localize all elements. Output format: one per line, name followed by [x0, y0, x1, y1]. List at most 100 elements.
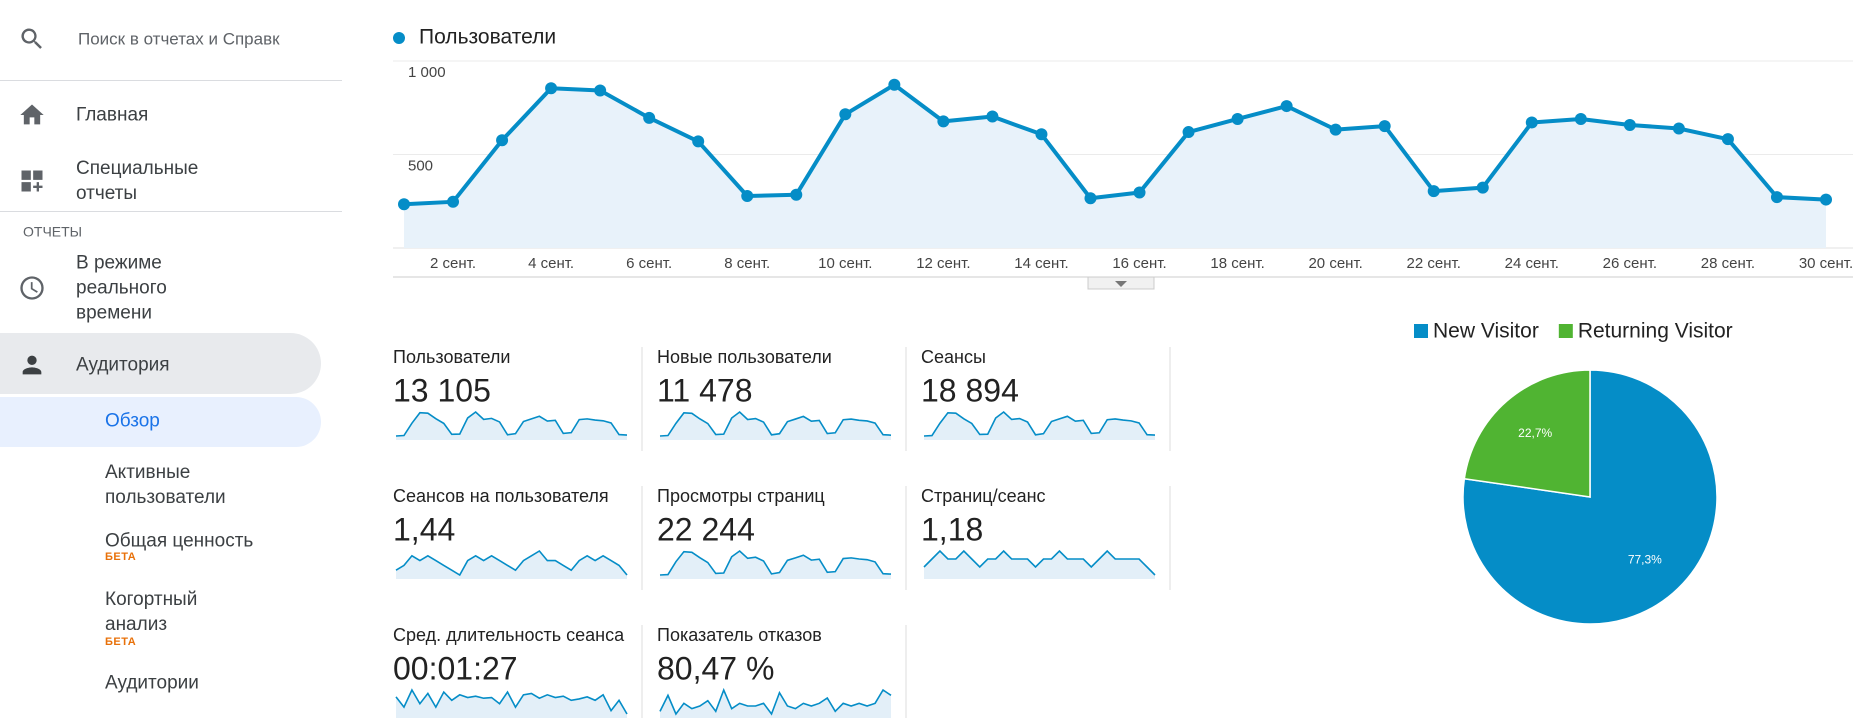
beta-badge: БЕТА: [105, 636, 137, 648]
data-point: [1378, 120, 1391, 133]
data-point: [594, 84, 607, 97]
data-point: [790, 188, 803, 201]
data-point: [839, 108, 852, 121]
sparkline: [659, 410, 892, 437]
metric-label: Сеансов на пользователя: [393, 486, 609, 506]
y-tick-label: 1 000: [408, 64, 446, 81]
metric-label: Новые пользователи: [657, 347, 832, 367]
x-tick-label: 6 сент.: [626, 255, 672, 272]
y-tick-label: 500: [408, 157, 433, 174]
metric-value: 13 105: [393, 372, 491, 408]
nav-overview[interactable]: Обзор: [105, 410, 160, 432]
data-point: [1672, 122, 1685, 135]
sparkline-area: [660, 551, 891, 579]
sparkline: [395, 549, 628, 577]
sparkline: [659, 549, 892, 576]
metric-value: 11 478: [657, 372, 753, 408]
audience-icon: [22, 355, 42, 375]
sparkline: [659, 687, 892, 716]
area: [404, 84, 1826, 249]
legend-marker: [1414, 324, 1428, 338]
selected-section: [0, 333, 321, 394]
data-point: [1427, 185, 1440, 198]
metric-value: 22 244: [657, 511, 755, 547]
chart-toggle-arrow: [1115, 281, 1127, 287]
x-tick-label: 8 сент.: [724, 255, 770, 272]
search-icon: [21, 28, 42, 49]
x-tick-label: 2 сент.: [430, 255, 476, 272]
legend-label: New Visitor: [1433, 320, 1539, 343]
data-point: [1525, 116, 1538, 129]
metric-label: Сред. длительность сеанса: [393, 625, 625, 645]
pie-label: 77,3%: [1628, 553, 1662, 567]
nav-audience[interactable]: Аудитория: [76, 354, 170, 376]
data-point: [447, 195, 460, 208]
sparkline-area: [396, 551, 627, 579]
metric-value: 1,44: [393, 511, 455, 547]
metric-label: Показатель отказов: [657, 625, 822, 645]
x-tick-label: 4 сент.: [528, 255, 574, 272]
x-tick-label: 18 сент.: [1210, 255, 1264, 272]
sparkline-area: [396, 690, 627, 718]
sparkline: [395, 410, 628, 437]
data-point: [1035, 128, 1048, 141]
legend-marker: [1558, 324, 1573, 338]
data-point: [1623, 118, 1636, 131]
nav-audiences[interactable]: Аудитории: [105, 672, 199, 694]
metric-value: 80,47 %: [657, 650, 774, 686]
x-tick-label: 10 сент.: [818, 255, 872, 272]
line: [403, 82, 1827, 207]
data-point: [496, 134, 509, 147]
x-tick-label: 16 сент.: [1112, 255, 1166, 272]
data-point: [398, 198, 410, 211]
data-point: [1329, 123, 1342, 136]
data-point: [1280, 100, 1293, 113]
search-input[interactable]: Поиск в отчетах и Справк: [78, 29, 280, 49]
data-point: [692, 135, 705, 148]
nav-home[interactable]: Главная: [76, 104, 149, 126]
data-point: [1476, 181, 1489, 194]
data-point: [1770, 191, 1783, 204]
custom-reports-icon: [21, 170, 43, 192]
pie-label: 22,7%: [1518, 426, 1552, 440]
sparkline: [923, 410, 1156, 437]
x-tick-label: 30 сент.: [1799, 255, 1853, 272]
x-tick-label: 22 сент.: [1407, 255, 1461, 272]
nav-custom-reports[interactable]: Специальные отчеты: [76, 158, 199, 204]
sparkline: [395, 688, 628, 715]
nav-lifetime-value[interactable]: Общая ценность: [105, 530, 254, 552]
data-point: [937, 115, 950, 128]
nav-active-users[interactable]: Активные пользователи: [105, 462, 226, 508]
legend-label: Пользователи: [419, 26, 556, 49]
data-point: [741, 190, 754, 203]
data-point: [986, 110, 999, 123]
section-label: ОТЧЕТЫ: [23, 223, 83, 240]
selected-item: [0, 397, 321, 447]
data-point: [1231, 112, 1244, 125]
pie-slice: [1463, 369, 1591, 498]
metric-label: Просмотры страниц: [657, 486, 825, 506]
data-point: [1133, 186, 1146, 199]
sparkline-area: [924, 551, 1155, 579]
legend-label: Returning Visitor: [1578, 320, 1733, 343]
nav-cohort[interactable]: Когортный анализ: [105, 589, 198, 635]
data-point: [1084, 192, 1097, 205]
legend-marker: [393, 32, 405, 44]
data-point: [1182, 126, 1195, 139]
data-point: [643, 111, 656, 124]
x-tick-label: 20 сент.: [1308, 255, 1362, 272]
metric-value: 1,18: [921, 511, 983, 547]
data-point: [1820, 193, 1832, 206]
data-point: [545, 82, 558, 95]
data-point: [888, 78, 901, 91]
data-point: [1721, 133, 1734, 146]
divider: [0, 80, 342, 81]
metric-value: 00:01:27: [393, 650, 518, 686]
nav-realtime[interactable]: В режиме реального времени: [76, 252, 167, 324]
realtime-icon: [20, 276, 44, 300]
metric-label: Пользователи: [393, 347, 510, 367]
x-tick-label: 12 сент.: [916, 255, 970, 272]
